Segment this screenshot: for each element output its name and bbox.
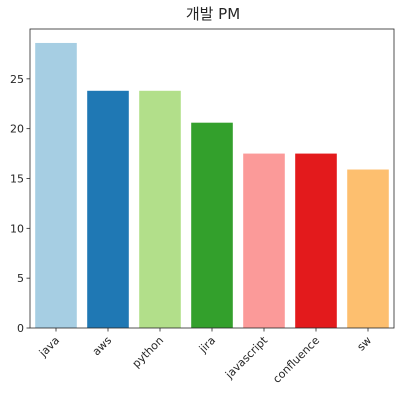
- bar-python: [139, 90, 181, 328]
- x-axis: java aws python jira javascript confluence sw: [36, 328, 374, 386]
- bar-aws: [87, 90, 129, 328]
- y-tick-label: 0: [17, 322, 24, 335]
- chart-title: 개발 PM: [186, 5, 240, 23]
- plot-frame: [29, 28, 395, 329]
- x-tick-label-javascript: javascript: [222, 333, 270, 381]
- x-tick-label-aws: aws: [90, 334, 115, 359]
- y-tick-label: 15: [10, 173, 24, 186]
- bar-javascript: [243, 153, 285, 328]
- bar-sw: [347, 169, 389, 328]
- bar-jira: [191, 122, 233, 328]
- y-tick-label: 5: [17, 272, 24, 285]
- x-tick-label-confluence: confluence: [270, 334, 322, 386]
- bar-java: [35, 42, 77, 328]
- bar-confluence: [295, 153, 337, 328]
- bars-group: [35, 42, 389, 328]
- x-tick-label-java: java: [36, 334, 62, 360]
- x-tick-label-sw: sw: [355, 334, 375, 354]
- x-tick-label-jira: jira: [196, 334, 218, 356]
- y-tick-label: 25: [10, 73, 24, 86]
- y-tick-label: 20: [10, 123, 24, 136]
- y-axis: 0 5 10 15 20 25: [10, 73, 30, 335]
- y-tick-label: 10: [10, 222, 24, 235]
- x-tick-label-python: python: [130, 334, 166, 370]
